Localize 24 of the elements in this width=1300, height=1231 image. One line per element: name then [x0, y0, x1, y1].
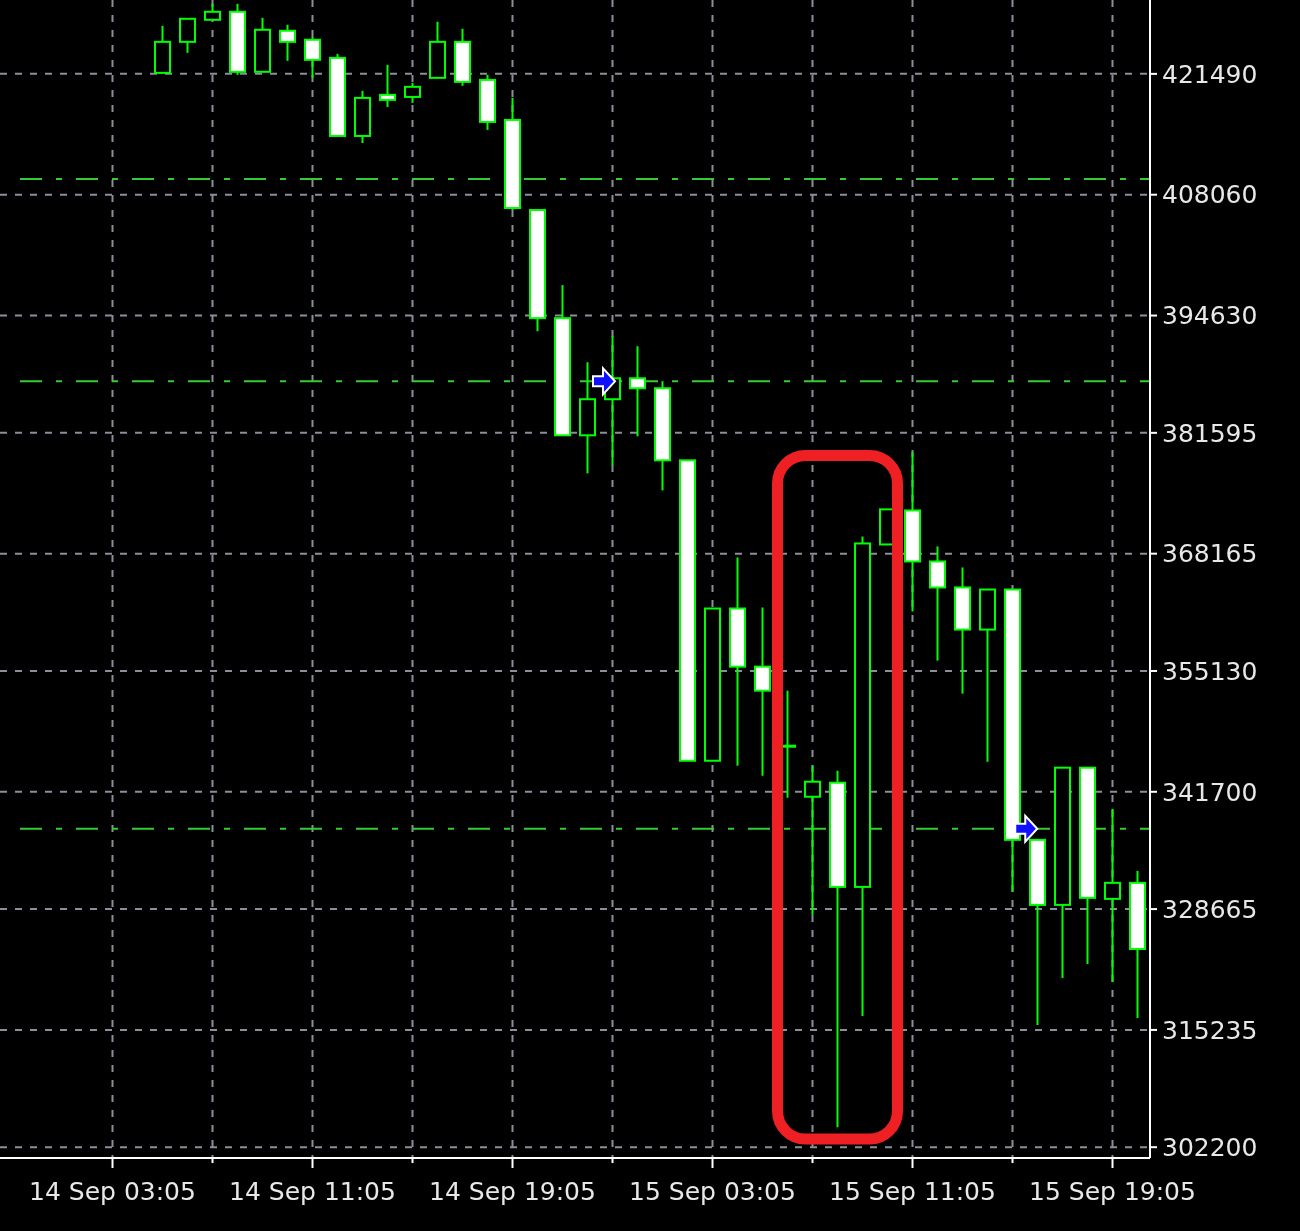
y-tick-label: 421490 [1162, 59, 1258, 89]
candlestick [1104, 807, 1121, 984]
candlestick [304, 35, 321, 79]
candlestick [179, 17, 196, 54]
y-tick-label: 315235 [1162, 1015, 1258, 1045]
y-tick-label: 328665 [1162, 894, 1258, 924]
x-tick-label: 15 Sep 03:05 [629, 1177, 796, 1206]
candlestick [404, 81, 421, 104]
x-tick-label: 14 Sep 11:05 [229, 1177, 396, 1206]
candlestick [629, 345, 646, 438]
x-tick-label: 14 Sep 19:05 [429, 1177, 596, 1206]
x-tick-label: 14 Sep 03:05 [29, 1177, 196, 1206]
y-tick-label: 408060 [1162, 180, 1258, 210]
y-tick-label: 355130 [1162, 656, 1258, 686]
candlestick [804, 764, 821, 916]
y-tick-label: 381595 [1162, 418, 1258, 448]
x-tick-label: 15 Sep 19:05 [1029, 1177, 1196, 1206]
y-tick-label: 394630 [1162, 301, 1258, 331]
y-tick-label: 341700 [1162, 777, 1258, 807]
y-tick-label: 368165 [1162, 539, 1258, 569]
y-tick-label: 302200 [1162, 1132, 1258, 1162]
candlestick [279, 23, 296, 62]
candlestick [379, 63, 396, 108]
x-tick-label: 15 Sep 11:05 [829, 1177, 996, 1206]
